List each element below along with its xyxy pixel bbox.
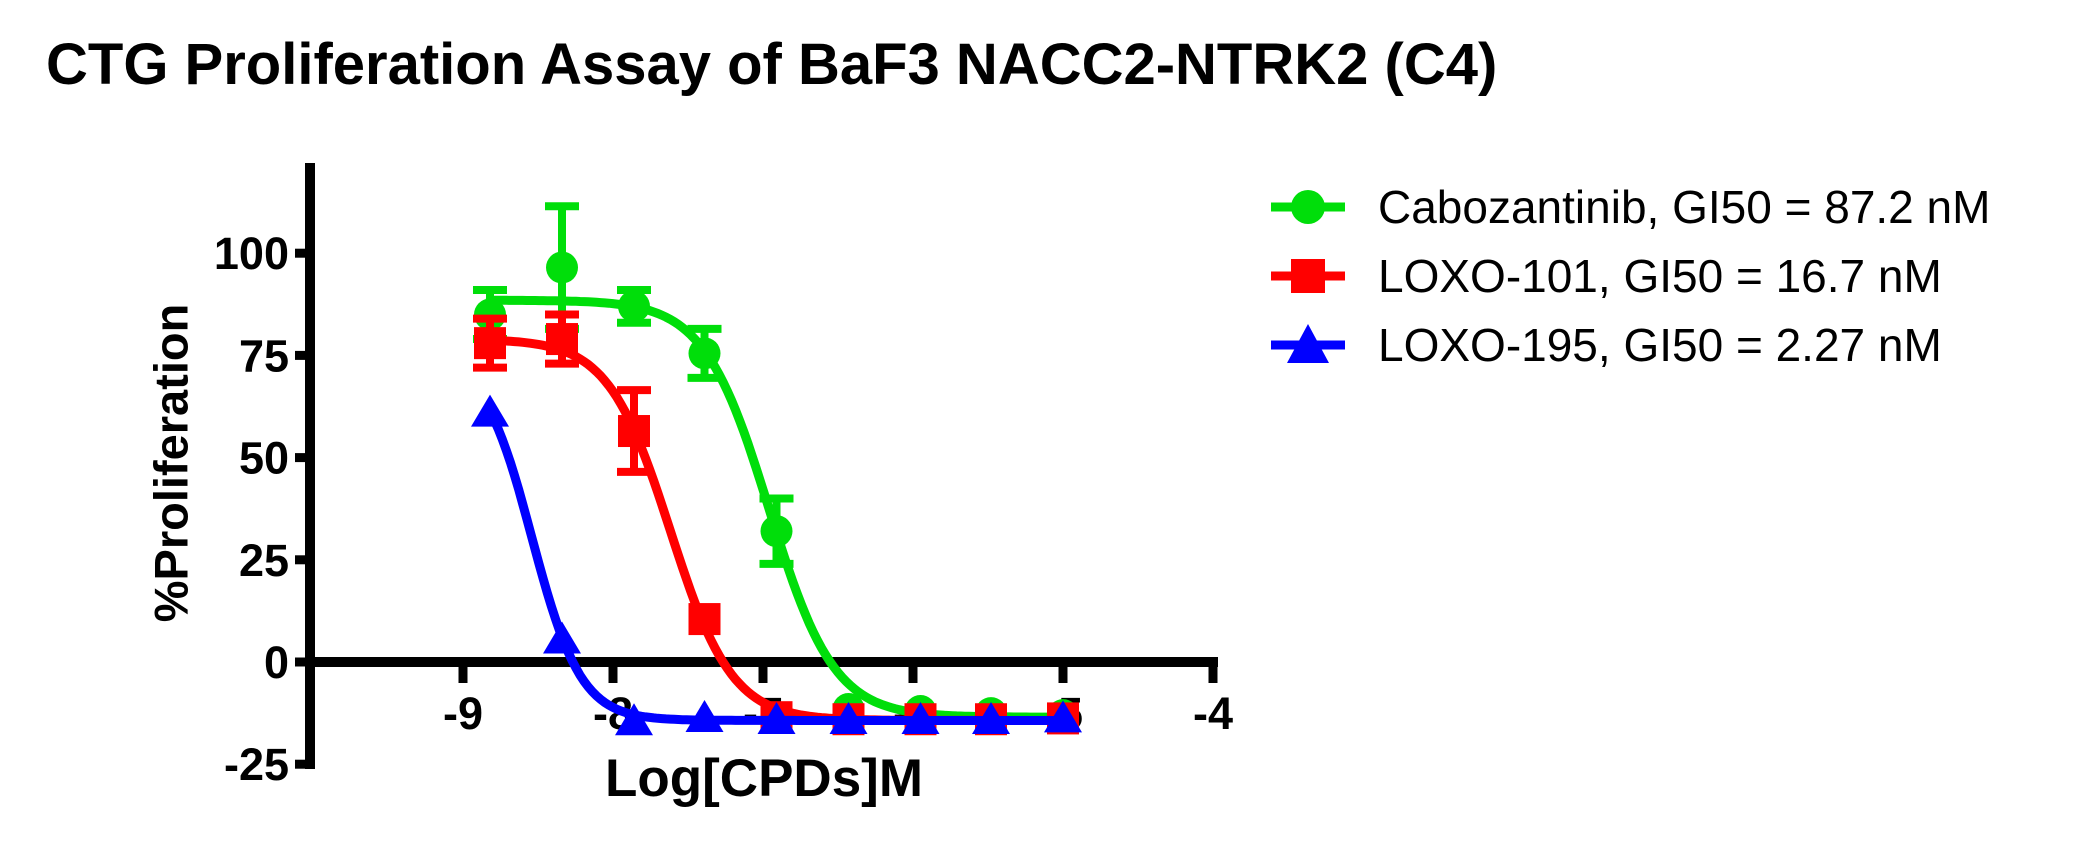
data-point-loxo-195 [543,621,581,654]
data-point-loxo-195 [757,702,796,735]
chart-title: CTG Proliferation Assay of BaF3 NACC2-NT… [46,32,1498,97]
legend-circle-marker-icon [1271,189,1345,224]
x-tick-label: -9 [443,688,483,739]
legend-item-loxo-101: LOXO-101, GI50 = 16.7 nM [1270,241,1990,310]
y-tick-label: 75 [239,330,289,381]
legend-square-marker-icon [1271,258,1345,293]
data-point-loxo-195 [615,703,653,736]
legend-item-label: LOXO-101, GI50 = 16.7 nM [1378,249,1942,302]
y-tick-label: 25 [239,535,289,586]
legend: Cabozantinib, GI50 = 87.2 nM LOXO-101, GI… [1270,172,1990,379]
data-point-loxo-101 [546,323,578,356]
y-tick-label: 0 [264,637,289,688]
square-icon [1291,258,1325,293]
data-point-loxo-195 [901,702,940,735]
data-point-cabozantinib [546,251,578,284]
data-point-loxo-101 [618,415,650,448]
y-tick-label: -25 [224,739,289,790]
x-tick-label: -4 [1193,688,1233,739]
data-point-loxo-195 [829,702,868,735]
data-point-cabozantinib [760,515,793,548]
legend-triangle-marker-icon [1271,323,1345,363]
data-point-loxo-101 [474,327,506,360]
legend-item-label: LOXO-195, GI50 = 2.27 nM [1378,318,1942,371]
series-loxo-195 [471,394,1082,736]
data-point-cabozantinib [688,337,721,370]
data-point-loxo-195 [471,394,509,427]
data-point-loxo-195 [685,700,724,733]
triangle-icon [1287,323,1329,363]
legend-item-label: Cabozantinib, GI50 = 87.2 nM [1378,180,1991,233]
legend-item-cabozantinib: Cabozantinib, GI50 = 87.2 nM [1270,172,1990,241]
y-axis-label: %Proliferation [144,303,198,623]
data-point-loxo-101 [688,603,721,636]
data-point-loxo-195 [972,702,1010,735]
y-tick-label: 100 [214,228,289,279]
x-axis-label: Log[CPDs]M [605,749,923,808]
legend-item-loxo-195: LOXO-195, GI50 = 2.27 nM [1270,310,1990,379]
data-point-cabozantinib [618,290,650,323]
data-point-loxo-195 [1044,700,1082,733]
y-tick-label: 50 [239,433,289,484]
circle-icon [1291,189,1325,224]
